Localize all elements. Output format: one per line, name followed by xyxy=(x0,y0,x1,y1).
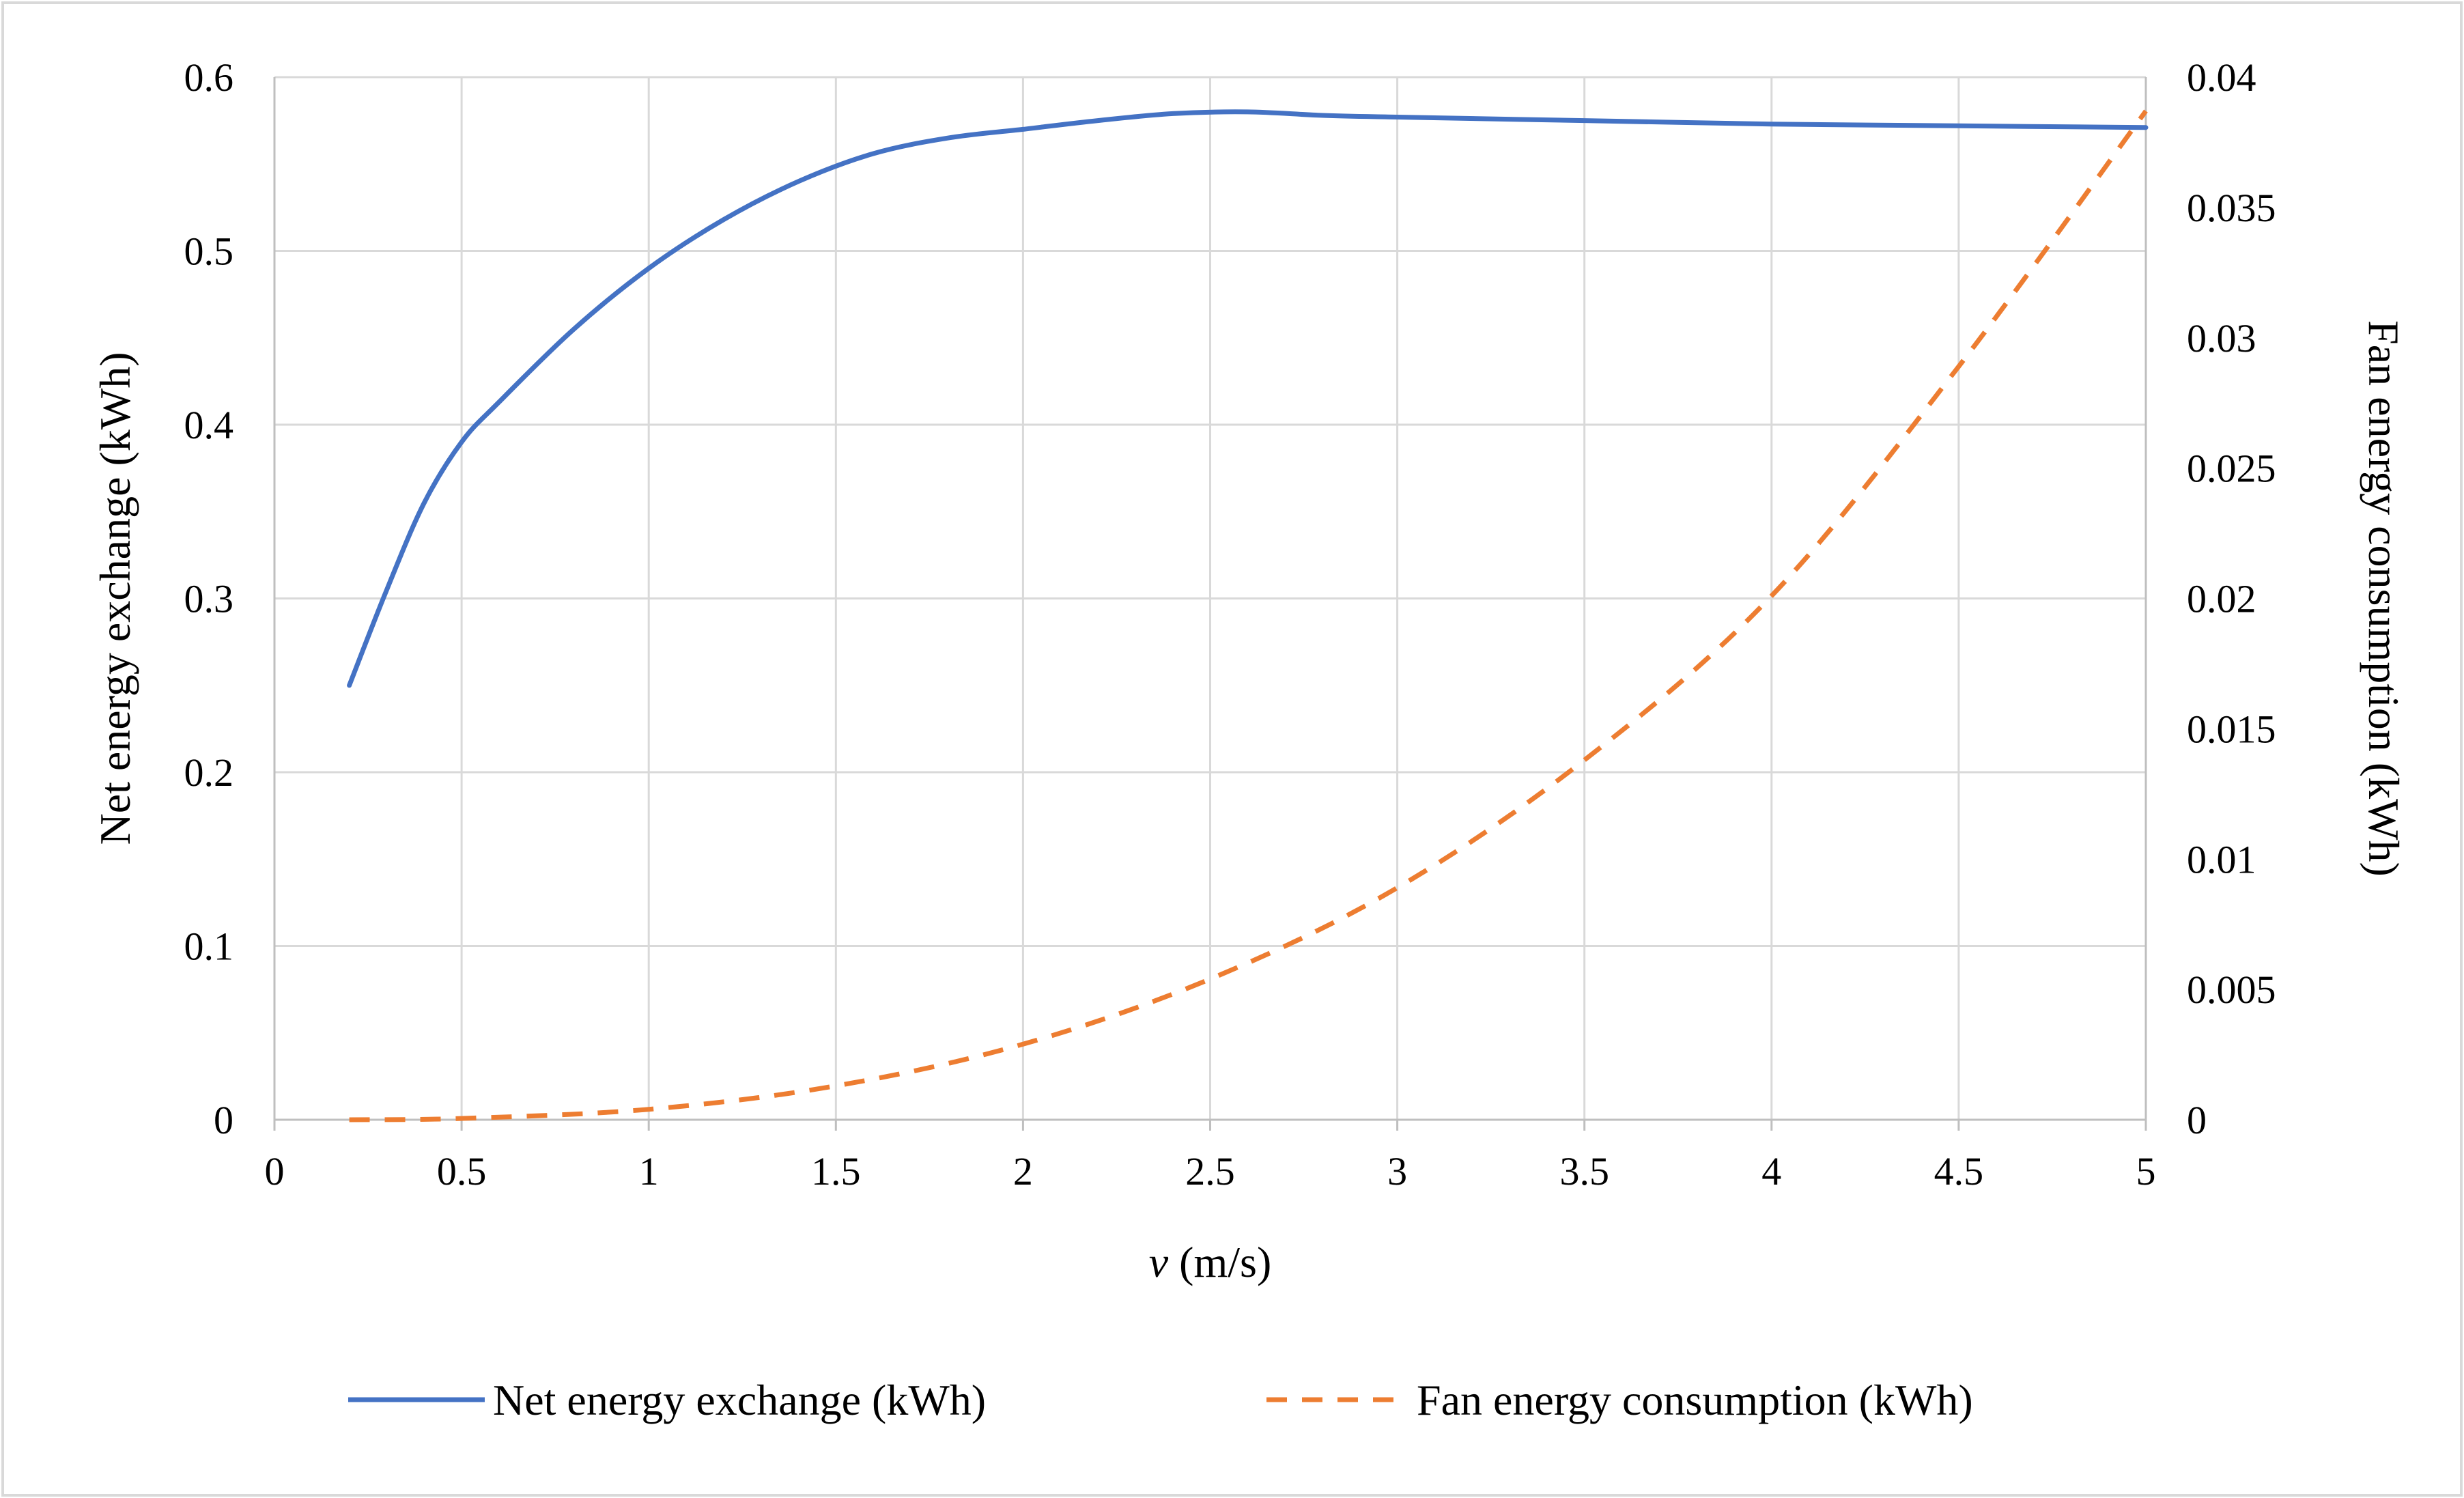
x-axis-unit: (m/s) xyxy=(1168,1238,1271,1286)
x-tick-label: 4 xyxy=(1761,1149,1781,1193)
data-point-net-energy xyxy=(1581,117,1588,124)
data-point-net-energy xyxy=(2142,124,2149,131)
data-point-net-energy xyxy=(1768,121,1775,128)
y-tick-labels: 0 0.1 0.2 0.3 0.4 0.5 0.6 xyxy=(184,55,234,1142)
x-axis-title: v (m/s) xyxy=(1149,1238,1272,1286)
data-point-net-energy xyxy=(645,265,652,272)
x-tick-label: 3 xyxy=(1387,1149,1407,1193)
data-point-net-energy xyxy=(1394,114,1401,121)
y-tick-label: 0.3 xyxy=(184,577,234,621)
y-tick-label: 0.5 xyxy=(184,229,234,274)
y-axis-title: Net energy exchange (kWh) xyxy=(91,352,139,845)
data-point-fan-energy xyxy=(458,1115,465,1122)
y2-tick-label: 0.035 xyxy=(2187,186,2276,230)
x-tick-label: 0.5 xyxy=(437,1149,487,1193)
data-point-net-energy xyxy=(1319,112,1326,119)
data-point-net-energy xyxy=(1019,126,1026,132)
data-point-net-energy xyxy=(421,500,427,507)
data-point-net-energy xyxy=(945,135,952,141)
y2-tick-labels: 0 0.005 0.01 0.015 0.02 0.025 0.03 0.035 0.04 xyxy=(2187,55,2276,1142)
legend-label-fan-energy: Fan energy consumption (kWh) xyxy=(1417,1376,1973,1424)
data-point-fan-energy xyxy=(346,1116,353,1123)
data-point-fan-energy xyxy=(1394,884,1401,891)
series-line-fan-energy xyxy=(349,109,2148,1122)
y-tick-label: 0 xyxy=(214,1098,233,1142)
y-tick-label: 0.2 xyxy=(184,750,234,795)
y2-tick-label: 0.03 xyxy=(2187,316,2256,361)
x-tick-labels: 0 0.5 1 1.5 2 2.5 3 3.5 4 4.5 5 xyxy=(265,1149,2156,1193)
data-point-net-energy xyxy=(1170,110,1176,117)
data-point-net-energy xyxy=(571,326,578,333)
data-point-net-energy xyxy=(384,587,391,593)
y-tick-label: 0.1 xyxy=(184,924,234,969)
x-tick-label: 5 xyxy=(2136,1149,2156,1193)
series-layer xyxy=(346,108,2149,1123)
data-point-net-energy xyxy=(496,399,502,406)
x-tick-label: 0 xyxy=(265,1149,285,1193)
y2-tick-label: 0.015 xyxy=(2187,707,2276,751)
y2-tick-label: 0 xyxy=(2187,1098,2207,1142)
data-point-net-energy xyxy=(720,216,727,223)
data-point-net-energy xyxy=(1094,117,1101,124)
y-tick-label: 0.4 xyxy=(184,403,234,447)
data-point-fan-energy xyxy=(2142,108,2149,115)
data-point-net-energy xyxy=(870,150,877,157)
data-point-fan-energy xyxy=(1768,593,1775,599)
x-tick-label: 1.5 xyxy=(811,1149,861,1193)
y2-tick-label: 0.025 xyxy=(2187,447,2276,491)
data-point-net-energy xyxy=(458,438,465,445)
x-tick-label: 2.5 xyxy=(1185,1149,1235,1193)
legend: Net energy exchange (kWh) Fan energy con… xyxy=(348,1376,1973,1424)
x-axis-variable: v xyxy=(1149,1238,1169,1286)
series-line-net-energy xyxy=(347,109,2149,688)
x-tick-label: 4.5 xyxy=(1934,1149,1984,1193)
data-point-fan-energy xyxy=(1019,1041,1026,1047)
legend-label-net-energy: Net energy exchange (kWh) xyxy=(493,1376,986,1424)
y2-tick-label: 0.04 xyxy=(2187,55,2256,100)
data-point-fan-energy xyxy=(1581,757,1588,763)
x-tick-label: 1 xyxy=(639,1149,659,1193)
y-tick-label: 0.6 xyxy=(184,55,234,100)
data-point-fan-energy xyxy=(1955,363,1962,370)
data-point-net-energy xyxy=(1244,109,1251,115)
grid-horizontal xyxy=(274,76,2146,947)
y2-tick-label: 0.02 xyxy=(2187,577,2256,621)
data-point-net-energy xyxy=(1955,122,1962,129)
data-point-fan-energy xyxy=(645,1106,652,1113)
y2-tick-label: 0.01 xyxy=(2187,837,2256,881)
data-point-net-energy xyxy=(346,682,353,689)
y2-tick-label: 0.005 xyxy=(2187,967,2276,1012)
x-tick-label: 3.5 xyxy=(1559,1149,1609,1193)
data-point-fan-energy xyxy=(1207,976,1214,983)
x-tick-label: 2 xyxy=(1013,1149,1033,1193)
y2-axis-title: Fan energy consumption (kWh) xyxy=(2360,320,2408,877)
data-point-fan-energy xyxy=(832,1082,839,1089)
data-point-net-energy xyxy=(795,178,802,185)
